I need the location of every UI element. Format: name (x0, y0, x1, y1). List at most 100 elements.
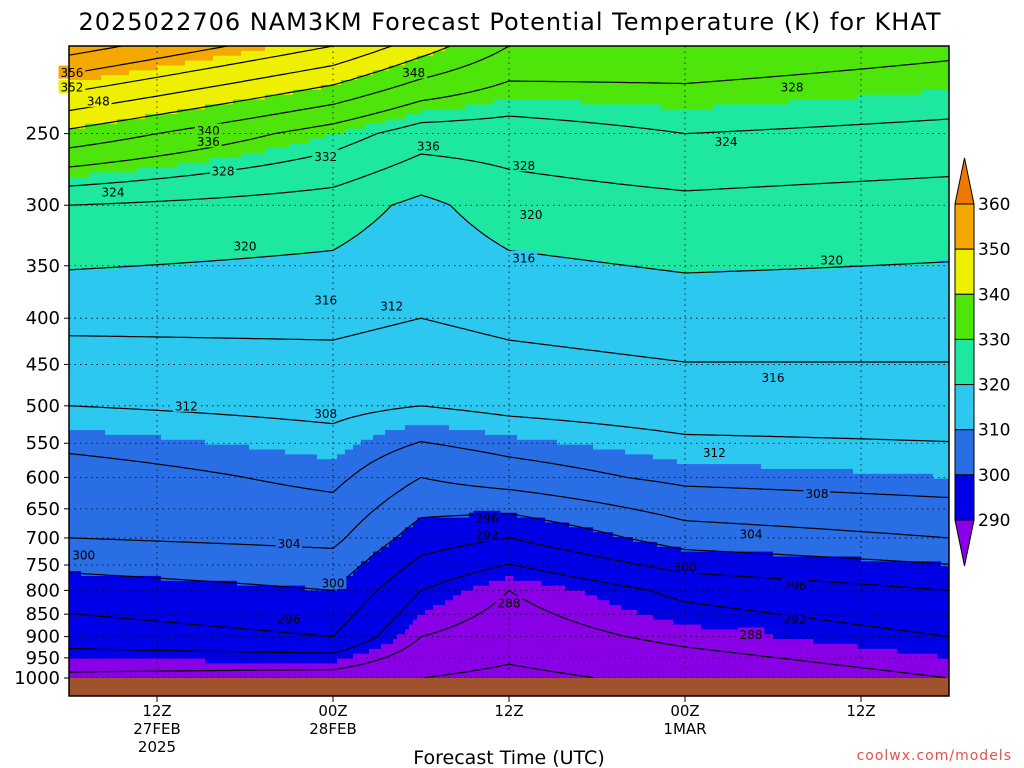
contour-label: 320 (820, 254, 843, 268)
theta-cell (69, 624, 410, 630)
theta-cell (477, 225, 949, 232)
contour-label-bg (495, 595, 523, 609)
theta-cell (633, 537, 949, 543)
y-tick-label: 300 (26, 195, 60, 216)
theta-cell (69, 298, 949, 305)
theta-cell (69, 50, 242, 57)
theta-cell (373, 70, 949, 76)
contour-label-bg (312, 149, 340, 163)
theta-cell (69, 118, 118, 125)
theta-cell (69, 138, 310, 144)
theta-cell (257, 255, 566, 261)
contour-label: 312 (175, 399, 198, 413)
colorbar-bottom-arrow (954, 519, 975, 567)
theta-cell (69, 332, 949, 339)
theta-cell (309, 138, 949, 144)
colorbar-tick-label: 320 (978, 376, 1010, 396)
theta-cell (345, 240, 498, 246)
theta-cell (69, 230, 362, 237)
theta-cell (69, 522, 414, 528)
theta-cell (505, 245, 949, 251)
theta-cell (661, 104, 714, 110)
contour-line-340 (69, 46, 452, 130)
y-tick-label: 650 (26, 499, 60, 520)
theta-cell (409, 624, 702, 630)
theta-cell (69, 561, 362, 567)
contour-line-324 (69, 153, 949, 206)
ground-strip (69, 678, 949, 696)
theta-cell (337, 585, 474, 592)
theta-cell (69, 196, 410, 203)
theta-cell (937, 653, 949, 660)
theta-cell (69, 464, 762, 470)
colorbar-band (954, 203, 975, 250)
theta-cell (69, 264, 118, 271)
contour-label: 308 (314, 407, 337, 421)
theta-cell (453, 206, 949, 212)
y-tick-label: 850 (26, 604, 60, 625)
theta-cell (69, 152, 242, 159)
theta-cell (241, 50, 434, 57)
theta-cell (69, 347, 949, 353)
theta-cell (69, 123, 86, 130)
theta-cell (469, 221, 949, 227)
theta-cell (857, 94, 949, 101)
theta-cell (69, 566, 358, 572)
theta-cell (205, 658, 338, 665)
theta-cell (405, 114, 949, 120)
contour-label: 320 (520, 208, 543, 222)
theta-cell (449, 425, 949, 431)
theta-cell (69, 259, 194, 266)
theta-cell (657, 541, 949, 548)
theta-cell (69, 177, 949, 183)
theta-cell (213, 55, 418, 62)
theta-cell (69, 293, 949, 300)
theta-cell (445, 600, 610, 606)
colorbar-tick-label: 310 (978, 421, 1010, 441)
theta-cell (365, 123, 949, 130)
colorbar-tick-label: 340 (978, 285, 1010, 305)
theta-cell (69, 46, 266, 52)
theta-cell (69, 216, 378, 222)
x-tick-label: 1MAR (663, 720, 706, 738)
contour-label-bg (194, 134, 222, 148)
theta-cell (457, 211, 949, 217)
theta-cell (489, 580, 542, 587)
theta-cell (69, 629, 406, 635)
theta-cell (205, 104, 466, 110)
colorbar-band (954, 474, 975, 521)
theta-cell (209, 157, 949, 164)
contour-label-bg (99, 184, 127, 198)
theta-cell (405, 60, 949, 67)
contour-label: 328 (512, 159, 535, 173)
y-tick-label: 250 (26, 124, 60, 145)
contour-line-352 (69, 46, 231, 75)
theta-cell (69, 371, 949, 378)
theta-cell (69, 507, 949, 514)
contour-label: 312 (380, 300, 403, 314)
theta-cell (69, 575, 162, 582)
theta-cell (389, 541, 658, 548)
x-tick-label: 00Z (318, 702, 347, 720)
theta-cell (69, 162, 178, 169)
theta-cell (69, 580, 238, 587)
theta-cell (81, 571, 354, 577)
contour-label: 304 (740, 528, 763, 542)
y-tick-label: 550 (26, 433, 60, 454)
theta-cell (445, 46, 949, 52)
theta-cell (317, 454, 338, 460)
theta-cell (69, 245, 338, 251)
theta-cell (69, 70, 130, 76)
theta-cell (385, 211, 458, 217)
theta-cell (69, 366, 949, 373)
theta-cell (517, 512, 949, 519)
theta-cell (161, 434, 374, 441)
theta-cell (69, 600, 446, 606)
ground-surface (69, 678, 949, 696)
colorbar-tick-label: 360 (978, 195, 1010, 215)
theta-cell (813, 639, 949, 645)
contour-label-bg (400, 65, 428, 79)
contour-label-bg (700, 445, 728, 459)
y-tick-label: 900 (26, 627, 60, 648)
contour-label-bg (58, 65, 86, 79)
